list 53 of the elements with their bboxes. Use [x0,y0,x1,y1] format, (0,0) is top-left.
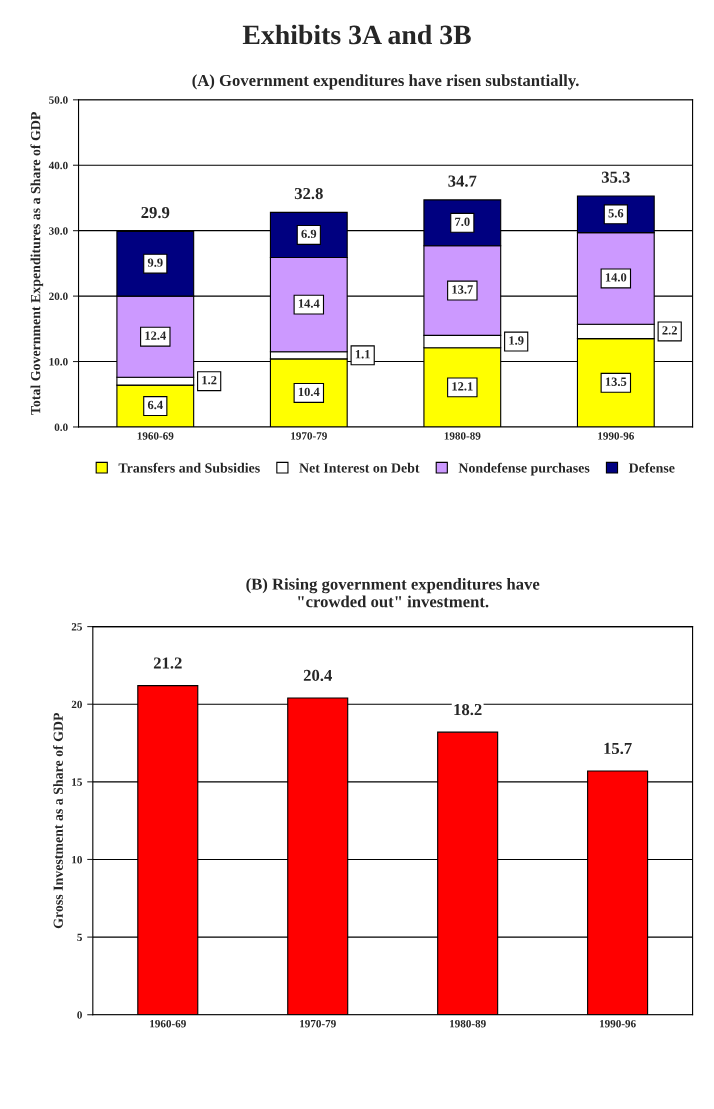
x-tick-label: 1960-69 [150,1019,186,1028]
total-label: 29.9 [141,206,170,219]
chart-title: (B) Rising government expenditures have "crowded out" investment. [246,578,540,608]
y-axis-title: Gross Investment as a Share of GDP [53,712,63,929]
text: 10.4 [298,387,320,397]
total-label: 35.3 [601,171,630,183]
y-axis-title: Total Government Expenditures as a Share of GDP [30,112,44,415]
text: 5.6 [608,209,624,218]
text: 13.5 [605,377,627,386]
legend-label: Nondefense purchases [458,462,590,476]
total-label: 34.7 [448,175,477,187]
legend-label: Net Interest on Debt [299,462,420,473]
data-label: 15.7 [604,742,632,755]
x-tick-label: 1970-79 [291,432,327,440]
y-tick-label: 0 [77,1011,82,1019]
y-tick-label: 15 [72,778,82,786]
y-tick-label: 50.0 [49,96,68,104]
text: 12.4 [145,331,166,340]
text: 1.2 [202,375,217,385]
y-tick-label: 20 [71,700,82,709]
legend-label: Transfers and Subsidies [118,462,260,473]
chart-subtitle: (A) Government expenditures have risen substantially. [192,74,579,90]
text: 12.1 [452,382,473,391]
text: 13.7 [452,285,473,294]
y-tick-label: 0.0 [54,423,68,431]
text: 1.9 [509,336,524,345]
x-tick-label: 1980-89 [450,1019,486,1028]
y-tick-label: 10 [72,855,82,864]
text: 6.9 [301,229,317,239]
y-tick-label: 10.0 [49,358,68,366]
text: 2.2 [662,326,677,335]
text: 7.0 [455,217,470,226]
x-tick-label: 1980-89 [444,432,481,440]
text: 9.9 [147,258,163,267]
data-label: 18.2 [454,703,482,716]
y-tick-label: 25 [71,623,82,631]
x-tick-label: 1990-96 [598,432,635,440]
chart-title: Exhibits 3A and 3B [242,24,471,45]
y-tick-label: 20.0 [49,292,68,301]
text: 1.1 [355,350,370,359]
y-tick-label: 5 [77,933,82,942]
data-label: 21.2 [153,657,182,669]
data-label: 20.4 [303,669,332,682]
text: 14.0 [605,273,627,282]
y-tick-label: 30.0 [49,227,68,235]
x-tick-label: 1960-69 [137,432,174,440]
x-tick-label: 1990-96 [599,1019,636,1028]
legend-label: Defense [628,462,675,473]
text: 6.4 [147,400,163,410]
x-tick-label: 1970-79 [300,1019,336,1028]
total-label: 32.8 [294,187,323,200]
text: 14.4 [298,299,320,308]
y-tick-label: 40.0 [48,161,68,170]
